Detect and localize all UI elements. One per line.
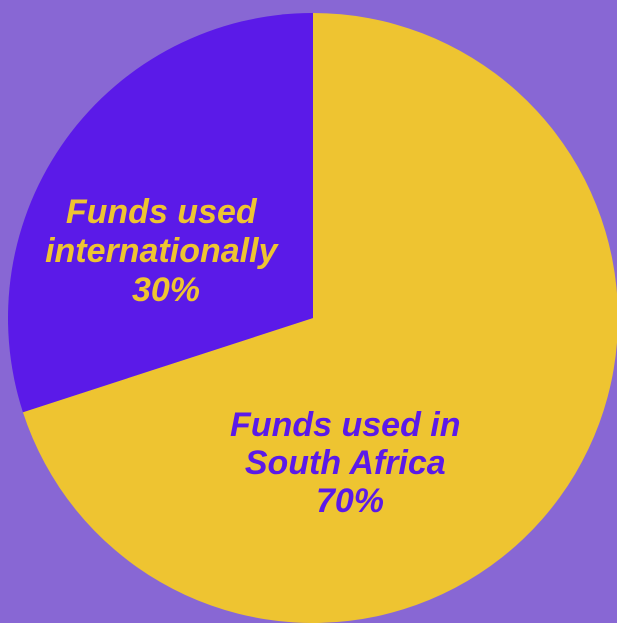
slice-label-south-africa-line-2: South Africa	[245, 444, 446, 482]
slice-label-international-value: 30%	[132, 271, 200, 309]
slice-label-international-line-2: internationally	[45, 232, 279, 270]
slice-label-south-africa-value: 70%	[316, 482, 384, 520]
slice-label-international: Funds used internationally 30%	[45, 193, 287, 309]
slice-label-south-africa: Funds used in South Africa 70%	[230, 406, 470, 520]
slice-labels: Funds used in South Africa 70% Funds use…	[45, 193, 470, 520]
slice-label-south-africa-line-1: Funds used in	[230, 406, 460, 444]
pie-slices	[7, 13, 617, 623]
pie-slice-south-africa	[22, 13, 617, 623]
pie-slice-international	[7, 13, 314, 413]
slice-label-international-line-1: Funds used	[66, 193, 258, 231]
